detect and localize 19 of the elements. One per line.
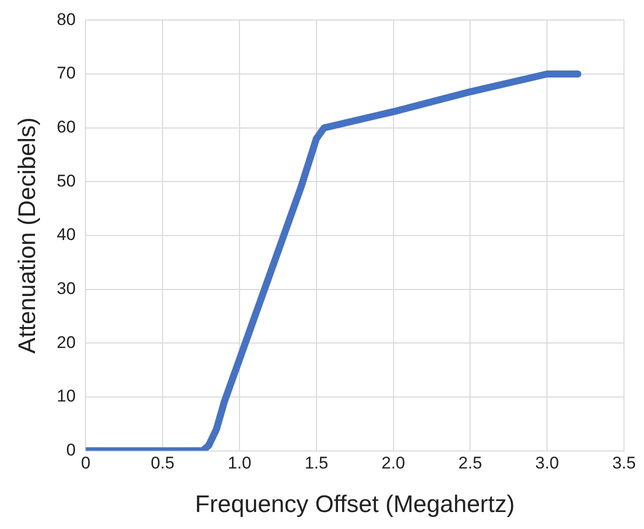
y-tick-label: 50 xyxy=(56,171,76,190)
y-tick-label: 40 xyxy=(56,225,76,244)
y-tick-label: 0 xyxy=(66,440,76,460)
x-tick-label: 1.0 xyxy=(228,454,252,473)
y-tick-label: 60 xyxy=(56,118,76,137)
y-tick-label: 10 xyxy=(56,386,76,406)
y-tick-label: 20 xyxy=(56,332,76,352)
y-axis-title: Attenuation (Decibels) xyxy=(14,117,42,354)
x-axis-title: Frequency Offset (Megahertz) xyxy=(195,491,515,518)
x-tick-label: 1.5 xyxy=(304,454,328,473)
x-tick-label: 3.5 xyxy=(612,454,636,473)
y-tick-label: 70 xyxy=(56,64,76,83)
x-tick-label: 0.5 xyxy=(150,454,174,473)
x-tick-label: 0 xyxy=(80,454,90,473)
x-tick-label: 2.0 xyxy=(381,454,406,473)
y-tick-label: 80 xyxy=(56,10,76,29)
y-tick-label: 30 xyxy=(56,279,76,298)
x-tick-label: 3.0 xyxy=(535,454,559,473)
x-tick-label: 2.5 xyxy=(458,454,482,473)
